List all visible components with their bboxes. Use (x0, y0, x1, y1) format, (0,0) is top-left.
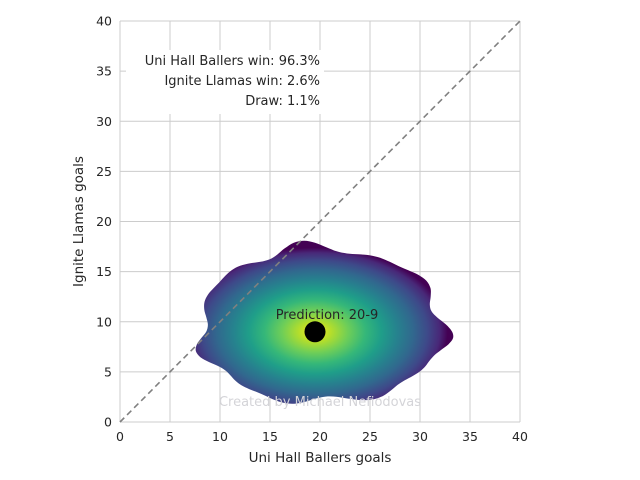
probability-box (126, 50, 324, 114)
x-tick-label: 0 (116, 429, 124, 444)
prediction-label: Prediction: 20-9 (276, 308, 379, 323)
draw-probability: Draw: 1.1% (245, 94, 320, 109)
prediction-marker-group (304, 321, 326, 343)
y-tick-label: 30 (96, 114, 112, 129)
x-tick-label: 30 (412, 429, 428, 444)
y-tick-label: 25 (96, 164, 112, 179)
away-win-probability: Ignite Llamas win: 2.6% (164, 74, 320, 89)
x-axis-label: Uni Hall Ballers goals (249, 450, 392, 466)
y-tick-label: 0 (104, 415, 112, 430)
watermark: Created by Michael Nefiodovas (219, 395, 421, 410)
x-tick-label: 10 (212, 429, 228, 444)
x-tick-label: 35 (462, 429, 478, 444)
x-axis-ticks: 0 5 10 15 20 25 30 35 40 (116, 429, 528, 444)
diagonal-reference-line (119, 20, 521, 423)
x-tick-label: 25 (362, 429, 378, 444)
x-tick-label: 15 (262, 429, 278, 444)
y-tick-label: 20 (96, 214, 112, 229)
home-win-probability: Uni Hall Ballers win: 96.3% (145, 54, 320, 69)
y-tick-label: 10 (96, 314, 112, 329)
y-tick-label: 15 (96, 264, 112, 279)
y-axis-label: Ignite Llamas goals (71, 156, 87, 287)
y-tick-label: 35 (96, 64, 112, 79)
density-heatmap (195, 240, 454, 404)
density-contour (195, 240, 454, 404)
x-tick-label: 40 (512, 429, 528, 444)
prediction-point (304, 321, 326, 343)
y-tick-label: 5 (104, 364, 112, 379)
y-tick-label: 40 (96, 14, 112, 29)
y-axis-ticks: 0 5 10 15 20 25 30 35 40 (96, 14, 112, 430)
x-tick-label: 5 (166, 429, 174, 444)
x-tick-label: 20 (312, 429, 328, 444)
